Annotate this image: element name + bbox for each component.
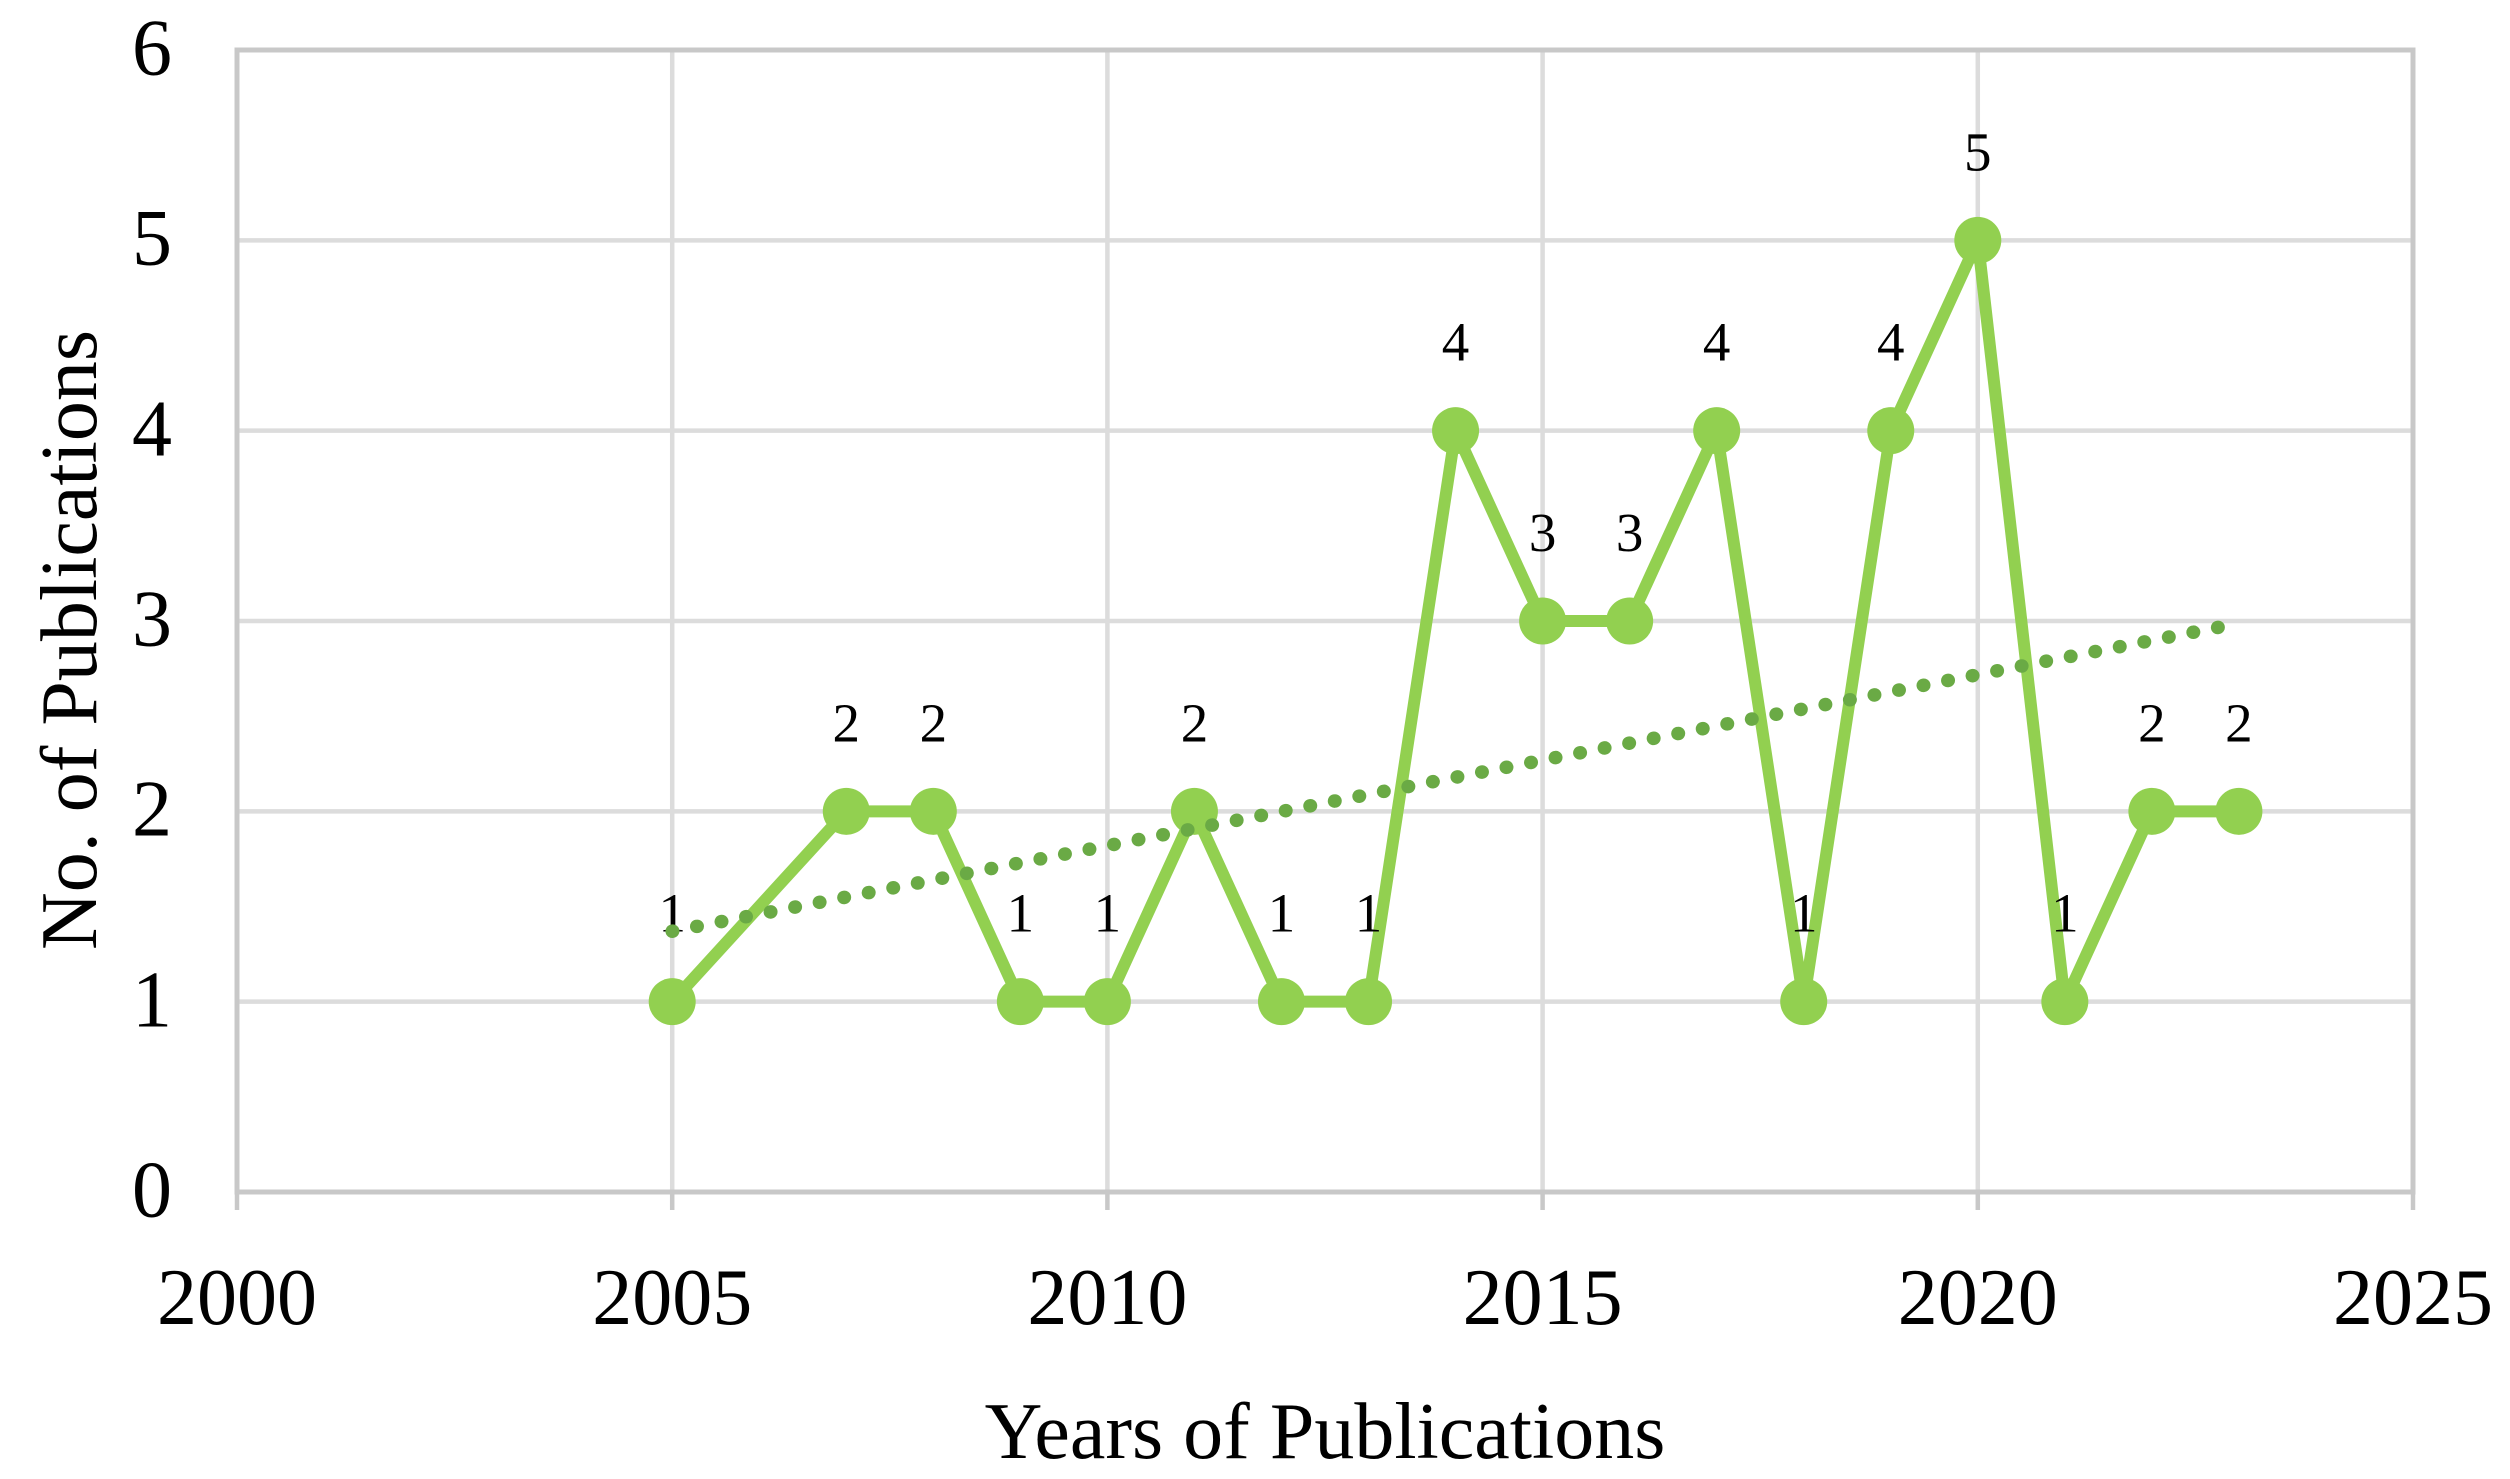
data-label: 1 bbox=[1790, 883, 1818, 944]
data-label: 2 bbox=[2225, 692, 2253, 753]
data-label: 3 bbox=[1529, 502, 1557, 563]
data-point-marker bbox=[1954, 216, 2002, 264]
data-point-marker bbox=[1432, 407, 1480, 455]
data-point-marker bbox=[1083, 978, 1131, 1026]
y-tick-label: 2 bbox=[132, 765, 172, 854]
data-point-marker bbox=[822, 787, 870, 835]
x-tick-label: 2005 bbox=[592, 1254, 753, 1342]
data-point-marker bbox=[1780, 978, 1828, 1026]
data-point-marker bbox=[2128, 787, 2176, 835]
data-point-marker bbox=[1867, 407, 1915, 455]
y-tick-label: 0 bbox=[132, 1146, 172, 1235]
x-tick-label: 2025 bbox=[2333, 1254, 2493, 1342]
x-tick-label: 2020 bbox=[1897, 1254, 2058, 1342]
data-point-marker bbox=[1693, 407, 1741, 455]
data-point-marker bbox=[1519, 597, 1567, 645]
publications-line-series bbox=[666, 234, 2245, 1008]
x-tick-label: 2010 bbox=[1027, 1254, 1188, 1342]
x-tick-label: 2000 bbox=[157, 1254, 317, 1342]
y-tick-label: 3 bbox=[132, 575, 172, 664]
data-label: 1 bbox=[2051, 883, 2079, 944]
data-label: 3 bbox=[1616, 502, 1644, 563]
data-label: 2 bbox=[1181, 692, 1209, 753]
y-tick-label: 4 bbox=[132, 385, 172, 474]
plot-border bbox=[234, 47, 2416, 1195]
data-label: 1 bbox=[1094, 883, 1122, 944]
x-tick-label: 2015 bbox=[1462, 1254, 1623, 1342]
y-tick-label: 1 bbox=[132, 956, 172, 1045]
data-label: 4 bbox=[1703, 312, 1731, 373]
data-label: 2 bbox=[833, 692, 861, 753]
data-point-marker bbox=[2215, 787, 2263, 835]
y-tick-label: 5 bbox=[132, 194, 172, 283]
data-label: 4 bbox=[1877, 312, 1905, 373]
data-label: 2 bbox=[920, 692, 948, 753]
data-point-marker bbox=[909, 787, 957, 835]
y-tick-label: 6 bbox=[132, 4, 172, 93]
data-label: 1 bbox=[1007, 883, 1035, 944]
data-point-marker bbox=[1345, 978, 1393, 1026]
data-label: 2 bbox=[2138, 692, 2166, 753]
data-point-marker bbox=[1606, 597, 1654, 645]
data-label: 1 bbox=[1268, 883, 1296, 944]
data-point-marker bbox=[648, 978, 696, 1026]
x-axis-title: Years of Publications bbox=[984, 1388, 1666, 1476]
data-label: 4 bbox=[1442, 312, 1470, 373]
data-point-marker bbox=[2041, 978, 2089, 1026]
trendline-dotted bbox=[665, 619, 2229, 938]
data-point-marker bbox=[1257, 978, 1305, 1026]
data-label: 5 bbox=[1964, 121, 1992, 182]
data-point-marker bbox=[996, 978, 1044, 1026]
data-label: 1 bbox=[1355, 883, 1383, 944]
